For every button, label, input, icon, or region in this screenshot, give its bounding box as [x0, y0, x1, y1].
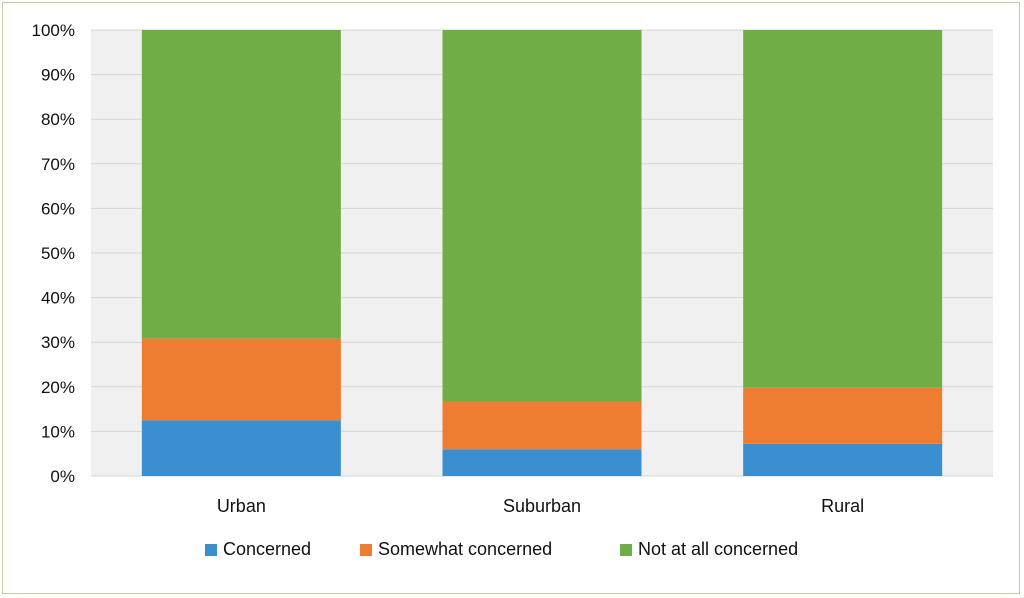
y-tick-label: 70% — [41, 155, 75, 174]
legend: Concerned Somewhat concerned Not at all co… — [205, 539, 798, 559]
y-tick-label: 40% — [41, 289, 75, 308]
bar-segment-concerned — [743, 443, 943, 476]
bar-segment-somewhat-concerned — [743, 387, 943, 444]
stacked-bar-chart: 0% 10% 20% 30% 40% 50% 60% 70% 80% 90% 100% Urban S… — [32, 21, 993, 559]
bar-segment-somewhat-concerned — [442, 401, 642, 450]
y-tick-label: 100% — [32, 21, 75, 40]
y-tick-label: 90% — [41, 66, 75, 85]
legend-label: Not at all concerned — [638, 539, 798, 559]
y-tick-label: 30% — [41, 333, 75, 352]
y-tick-label: 60% — [41, 199, 75, 218]
bar-segment-concerned — [141, 420, 341, 476]
y-tick-label: 0% — [50, 467, 75, 486]
legend-label: Somewhat concerned — [378, 539, 552, 559]
y-tick-label: 50% — [41, 244, 75, 263]
bar-segment-not-at-all-concerned — [141, 30, 341, 339]
bar-segment-somewhat-concerned — [141, 338, 341, 421]
y-tick-label: 20% — [41, 378, 75, 397]
y-tick-label: 80% — [41, 110, 75, 129]
legend-swatch — [360, 544, 372, 556]
x-category-label: Urban — [217, 496, 266, 516]
x-category-label: Rural — [821, 496, 864, 516]
bar-segment-concerned — [442, 449, 642, 476]
x-axis-category-labels: Urban Suburban Rural — [217, 496, 864, 516]
bar-segment-not-at-all-concerned — [743, 30, 943, 388]
y-tick-label: 10% — [41, 422, 75, 441]
x-category-label: Suburban — [503, 496, 581, 516]
legend-label: Concerned — [223, 539, 311, 559]
bar-segment-not-at-all-concerned — [442, 30, 642, 402]
legend-swatch — [620, 544, 632, 556]
legend-swatch — [205, 544, 217, 556]
y-axis-tick-labels: 0% 10% 20% 30% 40% 50% 60% 70% 80% 90% 100% — [32, 21, 75, 486]
bars — [141, 30, 943, 476]
